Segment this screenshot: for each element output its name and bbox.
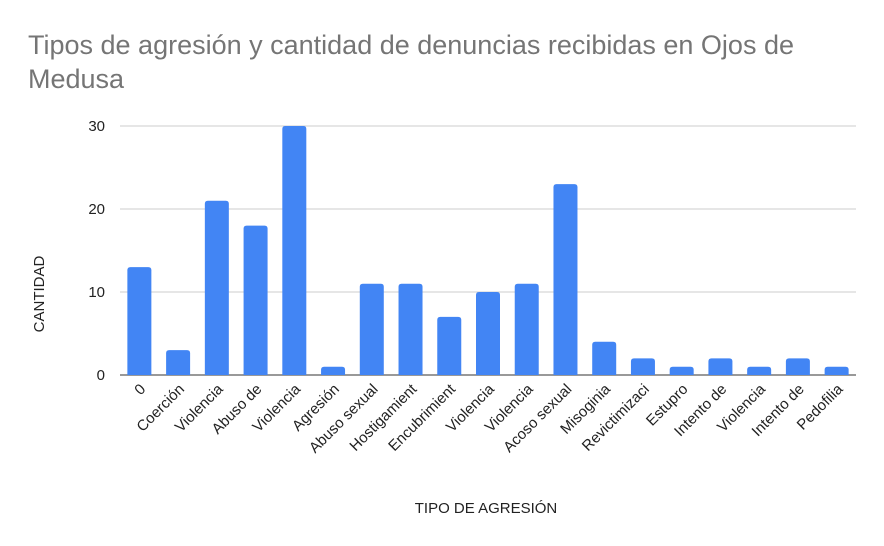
bar	[785, 358, 810, 375]
bar	[553, 184, 578, 375]
bar	[514, 283, 539, 375]
y-tick-label: 0	[97, 367, 105, 384]
y-tick-labels: 0 10 20 30	[88, 118, 105, 384]
bar	[398, 283, 423, 375]
bar	[282, 126, 307, 375]
bar	[708, 358, 733, 375]
x-axis-title: TIPO DE AGRESIÓN	[415, 500, 558, 517]
bar	[359, 283, 384, 375]
bar	[204, 200, 229, 375]
bar	[321, 366, 346, 375]
bars	[127, 126, 849, 375]
bar	[592, 341, 617, 375]
bar	[747, 366, 772, 375]
bar	[166, 350, 191, 375]
bar	[437, 316, 462, 375]
bar	[669, 366, 694, 375]
bar	[476, 292, 500, 375]
chart-title: Tipos de agresión y cantidad de denuncia…	[28, 30, 794, 94]
y-tick-label: 20	[88, 201, 105, 218]
y-tick-label: 10	[88, 284, 105, 301]
y-tick-label: 30	[88, 118, 105, 135]
y-axis-title: CANTIDAD	[31, 255, 48, 332]
bar	[243, 225, 268, 375]
bar	[630, 358, 655, 375]
bar	[824, 366, 849, 375]
x-tick-label: 0	[131, 381, 149, 399]
bar	[127, 267, 152, 375]
